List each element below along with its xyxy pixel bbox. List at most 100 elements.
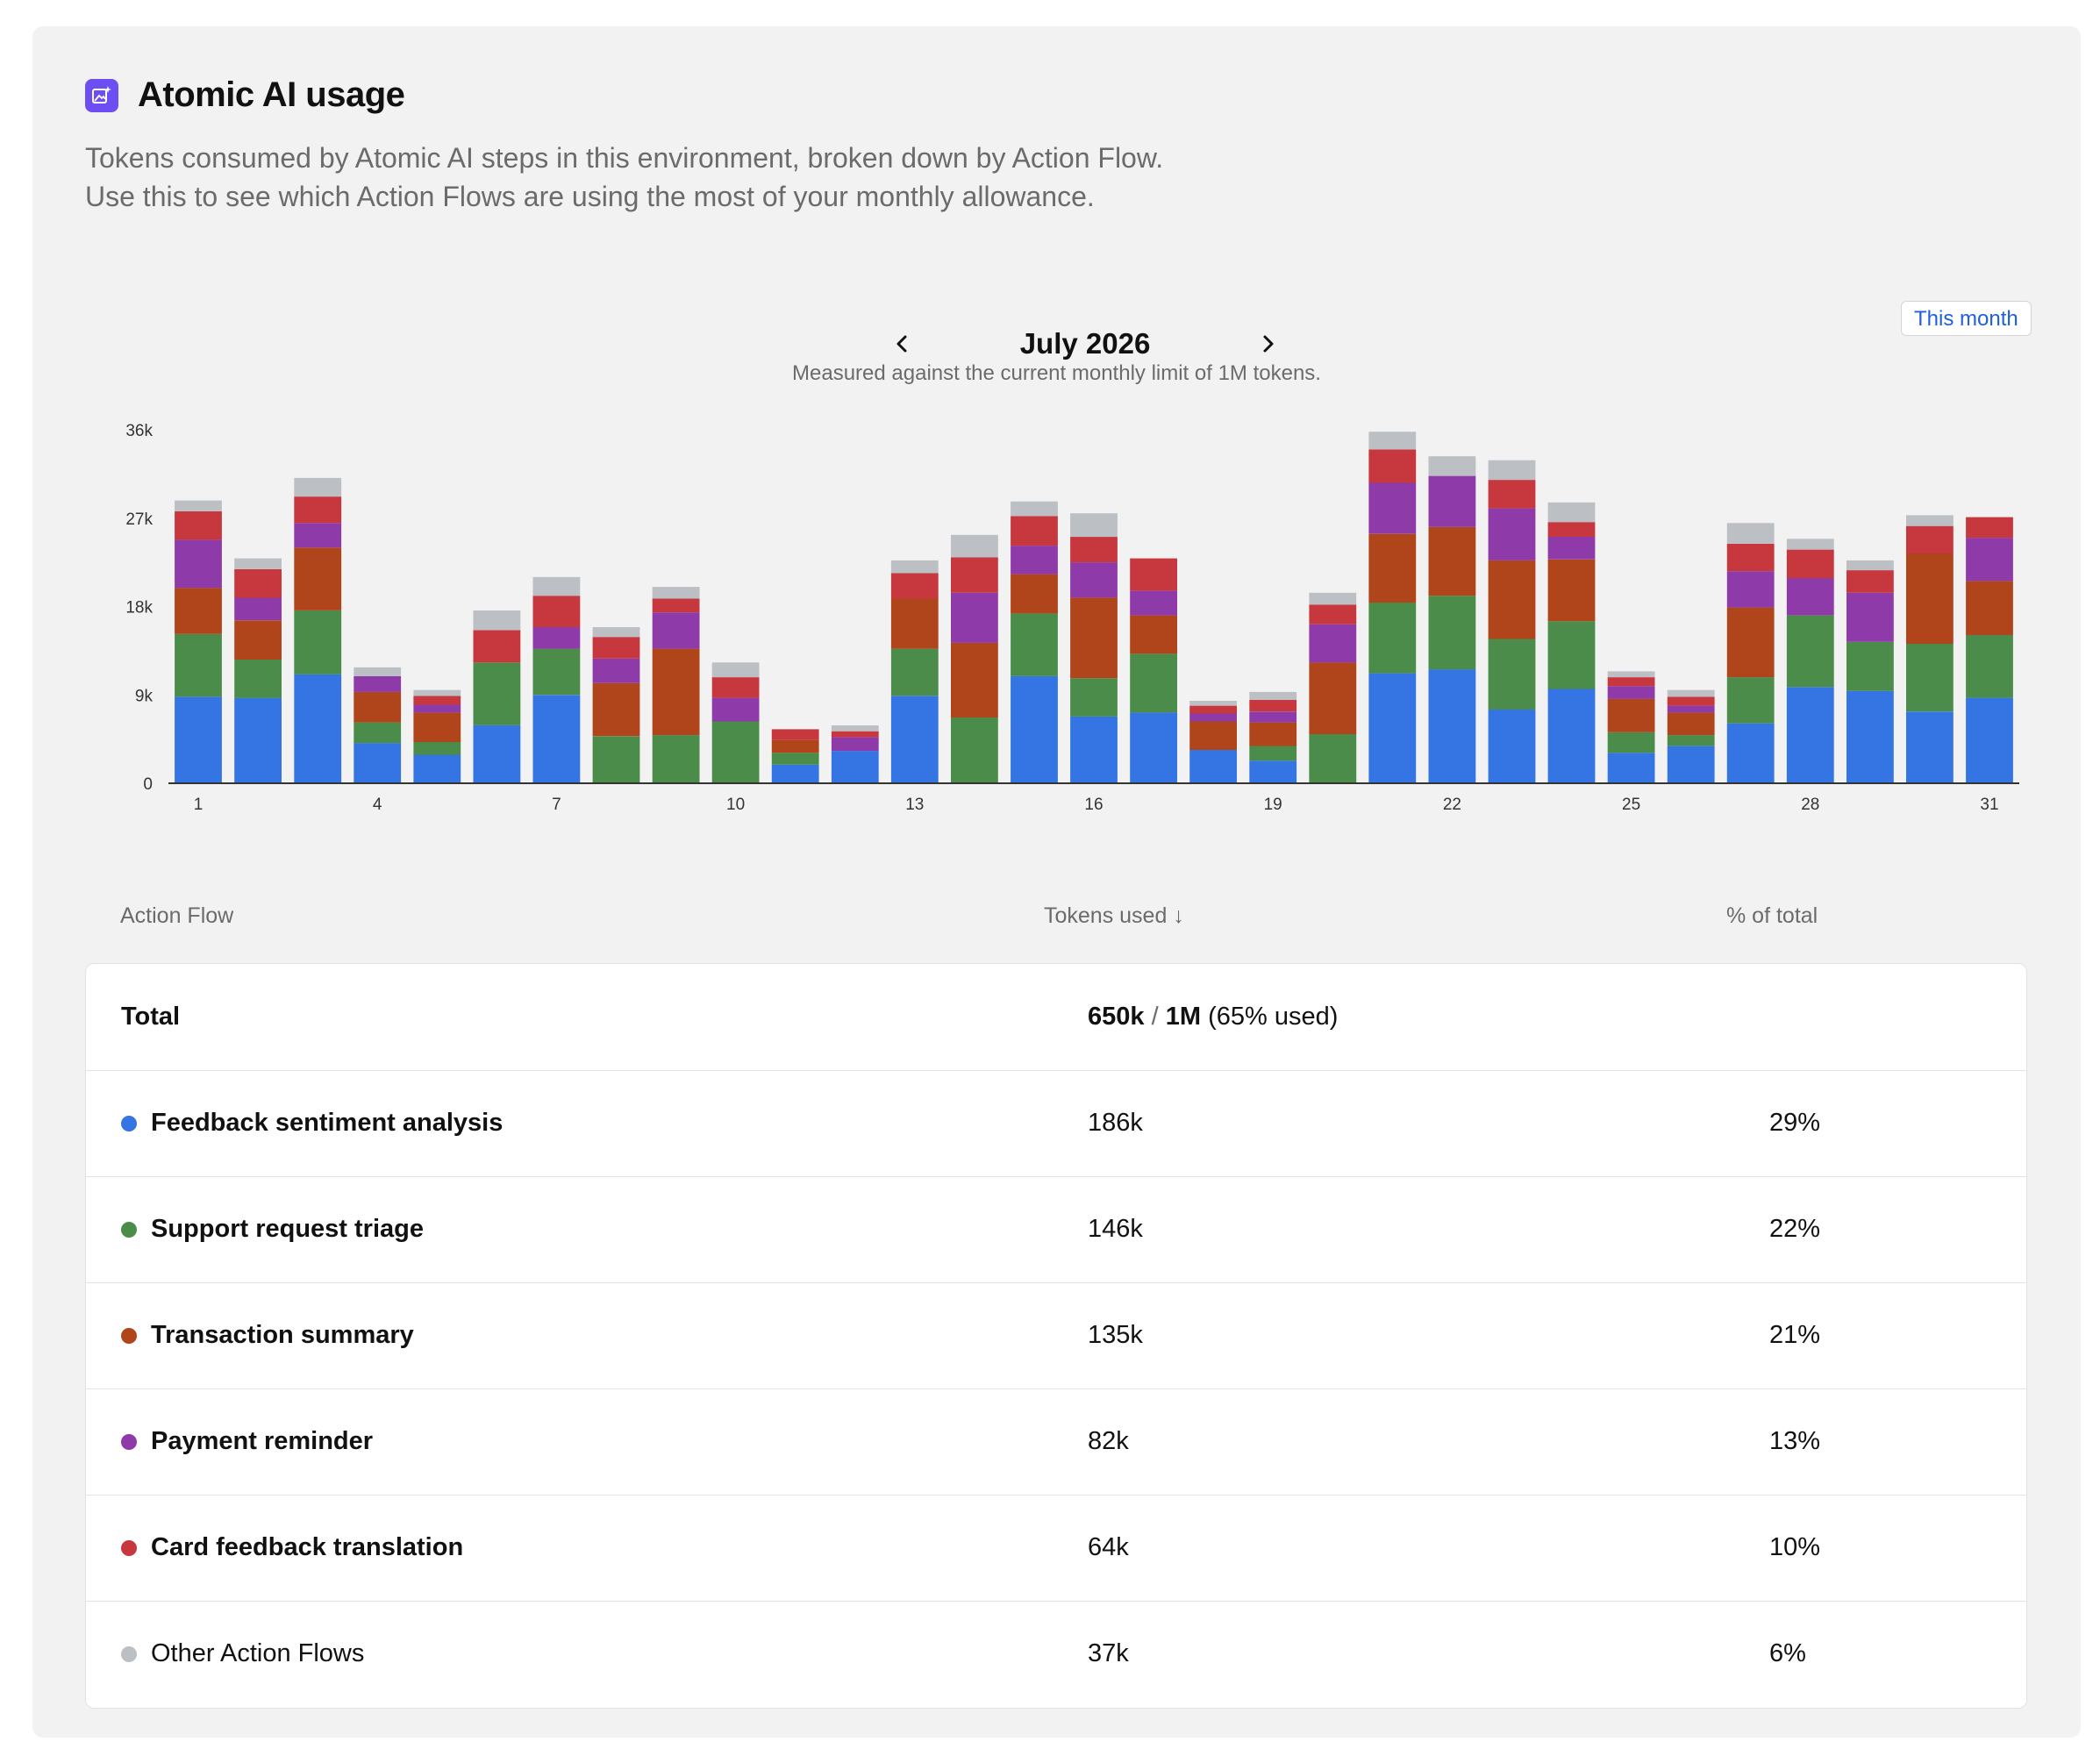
bar-segment[interactable] — [1011, 516, 1058, 546]
bar-segment[interactable] — [652, 735, 700, 783]
bar-segment[interactable] — [234, 660, 282, 698]
bar-segment[interactable] — [1488, 710, 1536, 783]
bar-segment[interactable] — [473, 725, 521, 783]
bar-segment[interactable] — [413, 704, 461, 713]
bar-segment[interactable] — [951, 534, 998, 558]
bar-segment[interactable] — [890, 560, 939, 574]
bar-segment[interactable] — [354, 667, 402, 676]
bar-segment[interactable] — [354, 691, 402, 723]
bar-segment[interactable] — [1906, 711, 1954, 783]
bar-segment[interactable] — [1070, 537, 1118, 563]
table-row[interactable]: Payment reminder 82k 13% — [86, 1388, 2026, 1495]
bar-segment[interactable] — [1011, 574, 1058, 614]
bar-segment[interactable] — [831, 731, 879, 738]
bar-segment[interactable] — [1547, 559, 1596, 622]
bar-segment[interactable] — [532, 576, 581, 596]
bar-segment[interactable] — [1488, 480, 1536, 509]
bar-segment[interactable] — [1011, 613, 1058, 676]
bar-segment[interactable] — [1846, 570, 1894, 593]
bar-segment[interactable] — [175, 539, 222, 589]
bar-segment[interactable] — [652, 587, 700, 599]
bar-segment[interactable] — [1488, 508, 1536, 560]
table-row[interactable]: Card feedback translation 64k 10% — [86, 1495, 2026, 1602]
bar-segment[interactable] — [1189, 713, 1237, 722]
bar-segment[interactable] — [1070, 678, 1118, 717]
bar-segment[interactable] — [951, 557, 998, 593]
bar-segment[interactable] — [890, 573, 939, 599]
bar-segment[interactable] — [354, 722, 402, 744]
bar-segment[interactable] — [413, 754, 461, 784]
bar-segment[interactable] — [1667, 705, 1715, 713]
bar-segment[interactable] — [890, 598, 939, 649]
bar-segment[interactable] — [1846, 690, 1894, 783]
bar-segment[interactable] — [1368, 432, 1417, 450]
table-row[interactable]: Transaction summary 135k 21% — [86, 1282, 2026, 1389]
bar-segment[interactable] — [831, 725, 879, 732]
bar-segment[interactable] — [175, 696, 222, 784]
bar-segment[interactable] — [234, 697, 282, 783]
bar-segment[interactable] — [592, 682, 640, 737]
bar-segment[interactable] — [592, 736, 640, 783]
bar-segment[interactable] — [1130, 590, 1177, 616]
bar-segment[interactable] — [1906, 525, 1954, 553]
bar-segment[interactable] — [711, 662, 760, 678]
bar-segment[interactable] — [951, 592, 998, 643]
bar-segment[interactable] — [831, 737, 879, 752]
bar-segment[interactable] — [175, 633, 222, 697]
bar-segment[interactable] — [1249, 691, 1297, 700]
bar-segment[interactable] — [1309, 604, 1357, 625]
bar-segment[interactable] — [1428, 475, 1476, 527]
bar-segment[interactable] — [1846, 641, 1894, 691]
bar-segment[interactable] — [1607, 671, 1655, 678]
bar-segment[interactable] — [1070, 562, 1118, 598]
bar-segment[interactable] — [294, 477, 342, 497]
bar-segment[interactable] — [1846, 560, 1894, 571]
bar-segment[interactable] — [1547, 689, 1596, 784]
bar-segment[interactable] — [1428, 669, 1476, 783]
bar-segment[interactable] — [592, 627, 640, 638]
bar-segment[interactable] — [1607, 732, 1655, 753]
bar-segment[interactable] — [1130, 558, 1177, 591]
bar-segment[interactable] — [1607, 753, 1655, 783]
bar-segment[interactable] — [1249, 722, 1297, 746]
bar-segment[interactable] — [1368, 482, 1417, 534]
bar-segment[interactable] — [1309, 734, 1357, 783]
bar-segment[interactable] — [771, 753, 819, 765]
bar-segment[interactable] — [711, 721, 760, 784]
bar-segment[interactable] — [354, 743, 402, 783]
bar-segment[interactable] — [1786, 687, 1834, 783]
bar-segment[interactable] — [1011, 546, 1058, 575]
bar-segment[interactable] — [234, 597, 282, 621]
column-header-percent[interactable]: % of total — [1726, 903, 1818, 928]
next-month-button[interactable] — [1239, 316, 1296, 372]
bar-segment[interactable] — [652, 612, 700, 649]
bar-segment[interactable] — [1786, 615, 1834, 688]
column-header-tokens[interactable]: Tokens used ↓ — [1044, 903, 1184, 928]
bar-segment[interactable] — [1488, 560, 1536, 639]
bar-segment[interactable] — [1786, 539, 1834, 550]
bar-segment[interactable] — [1846, 592, 1894, 642]
bar-segment[interactable] — [1189, 721, 1237, 751]
bar-segment[interactable] — [1726, 543, 1775, 572]
bar-segment[interactable] — [1368, 533, 1417, 603]
bar-segment[interactable] — [294, 496, 342, 524]
bar-segment[interactable] — [1070, 716, 1118, 783]
bar-segment[interactable] — [175, 500, 222, 511]
this-month-button[interactable]: This month — [1901, 301, 2032, 336]
bar-segment[interactable] — [1547, 502, 1596, 523]
bar-segment[interactable] — [1966, 581, 2013, 635]
bar-segment[interactable] — [234, 620, 282, 660]
bar-segment[interactable] — [413, 742, 461, 755]
bar-segment[interactable] — [1428, 456, 1476, 476]
bar-segment[interactable] — [1667, 712, 1715, 736]
bar-segment[interactable] — [1667, 735, 1715, 746]
bar-segment[interactable] — [532, 648, 581, 696]
bar-segment[interactable] — [1607, 686, 1655, 699]
table-row[interactable]: Other Action Flows 37k 6% — [86, 1601, 2026, 1707]
bar-segment[interactable] — [1786, 549, 1834, 579]
bar-segment[interactable] — [652, 648, 700, 736]
bar-segment[interactable] — [1547, 537, 1596, 560]
bar-segment[interactable] — [473, 630, 521, 663]
bar-segment[interactable] — [175, 588, 222, 634]
bar-segment[interactable] — [1488, 460, 1536, 481]
